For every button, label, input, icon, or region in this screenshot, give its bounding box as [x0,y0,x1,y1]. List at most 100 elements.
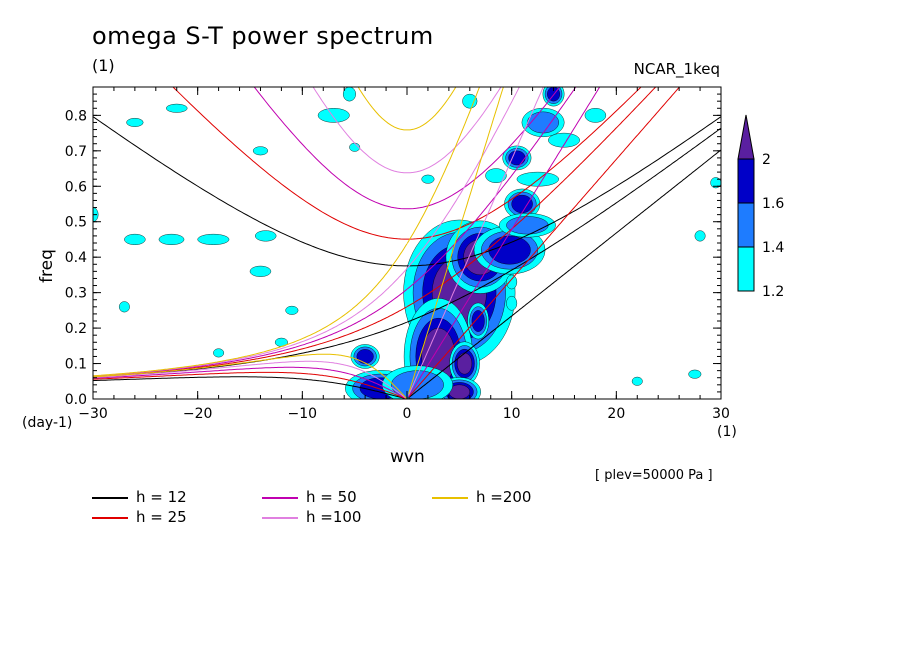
kelvin-curve [408,149,721,399]
eastward-ig-curve [406,87,520,269]
eastward-ig-curve [406,87,577,290]
x-axis-unit: (1) [717,424,737,440]
power-contour-blob [126,117,144,127]
power-contour-blob [342,87,356,102]
pressure-level-note: [ plev=50000 Pa ] [595,468,713,483]
x-tick-label: 0 [403,406,412,422]
power-contour-blob [252,146,268,156]
rossby-curve [93,366,408,399]
inertia-gravity-curve [312,87,502,174]
y-tick-label: 0.3 [65,286,87,302]
colorbar-label: 1.2 [762,284,784,300]
power-contour-blob [511,194,533,214]
kelvin-curve [408,87,544,396]
power-contour-blob [506,274,518,290]
power-contour-blob [488,235,531,265]
power-contour-blob [158,233,185,245]
legend-label: h = 12 [136,488,187,506]
spectral-power-contours [93,87,721,399]
power-contour-blob [356,349,374,364]
legend-entry: h = 50 [262,488,357,506]
legend-label: h = 50 [306,488,357,506]
inertia-gravity-curve [93,116,721,267]
inertia-gravity-curve [357,87,457,131]
power-contour-blob [462,93,478,109]
colorbar-label: 1.6 [762,196,784,212]
power-contour-blob [485,168,507,183]
rossby-curve [93,376,408,399]
kelvin-curve [408,87,681,398]
eastward-ig-curve [406,87,657,308]
legend-entry: h = 12 [92,488,187,506]
x-tick-label: −30 [78,406,108,422]
power-contour-blob [548,132,580,148]
colorbar: 1.2 1.4 1.6 2 [737,114,784,300]
rossby-curve [93,353,408,399]
rossby-curve [93,360,408,399]
x-tick-label: −10 [288,406,318,422]
power-contour-blob [317,108,350,123]
power-contour-blob [213,348,225,358]
eastward-ig-curve [406,127,721,323]
power-contour-blob [166,103,188,113]
eastward-ig-curve [406,87,481,244]
colorbar-segment [737,246,755,292]
legend-label: h = 25 [136,508,187,526]
y-tick-label: 0.7 [65,144,87,160]
kelvin-curve [408,87,601,397]
power-contour-blob [688,369,702,379]
power-contour-blob [124,233,146,245]
power-contour-blob [506,216,549,235]
power-contour-blob [631,376,643,386]
dispersion-curves [93,87,721,399]
mrg-curve [93,243,408,377]
y-tick-label: 0.4 [65,250,87,266]
y-tick-label: 0.2 [65,321,87,337]
power-contour-blob [471,310,485,332]
legend-swatch [92,516,128,519]
dataset-tag: NCAR_1keq [633,60,720,78]
power-contour-blob [508,150,526,166]
inertia-gravity-curve [172,87,642,240]
legend-entry: h =100 [262,508,361,526]
legend-entry: h =200 [432,488,531,506]
y-tick-label: 0.5 [65,215,87,231]
legend-swatch [92,496,128,499]
legend-swatch [262,496,298,499]
power-contour-blob [584,108,607,123]
power-contour-blob [249,265,272,277]
colorbar-segment [737,202,755,248]
power-contour-blob [457,352,473,375]
power-contour-blob [506,295,518,311]
power-contour-blob [421,174,435,184]
power-contour-blob [197,233,230,245]
power-contour-blob [285,305,299,315]
x-axis-label: wvn [390,447,425,467]
x-tick-label: 30 [712,406,730,422]
x-tick-label: 10 [503,406,521,422]
rossby-curve [93,371,408,399]
x-tick-label: −20 [183,406,213,422]
legend-label: h =100 [306,508,362,526]
colorbar-label: 2 [762,152,771,168]
chart-title: omega S-T power spectrum [92,22,434,50]
y-tick-label: 0.1 [65,357,87,373]
legend-swatch [262,516,298,519]
colorbar-label: 1.4 [762,240,784,256]
colorbar-triangle [737,114,755,160]
inertia-gravity-curve [253,87,561,210]
power-contour-blob [527,111,559,134]
y-axis-unit: (day-1) [22,415,73,431]
x-tick-label: 20 [607,406,625,422]
legend-swatch [432,496,468,499]
legend-label: h =200 [476,488,532,506]
power-contour-blob [255,230,277,242]
kelvin-curve [408,87,504,395]
colorbar-segment [737,158,755,204]
y-tick-label: 0.6 [65,179,87,195]
power-contour-blob [694,230,706,242]
y-tick-label: 0.8 [65,108,87,124]
power-contour-blob [516,171,559,187]
chart-subtitle: (1) [92,56,115,75]
